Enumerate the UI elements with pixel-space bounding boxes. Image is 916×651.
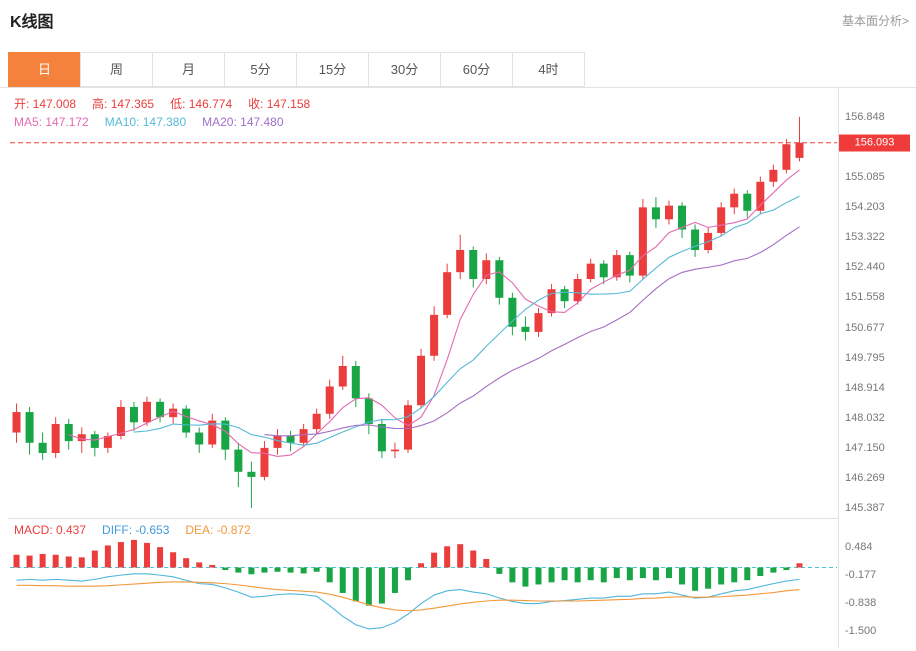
tab-日[interactable]: 日	[8, 52, 81, 87]
price-axis-label: 155.085	[845, 171, 885, 184]
page-title: K线图	[10, 14, 54, 31]
interval-tabbar: 日周月 5分 15分 30分 60分 4时	[0, 52, 916, 88]
legend-dea: DEA: -0.872	[185, 523, 251, 537]
legend-ma5: MA5: 147.172	[14, 115, 89, 129]
macd-legend: MACD: 0.437 DIFF: -0.653 DEA: -0.872	[14, 523, 267, 537]
ohlc-legend: 开: 147.008 高: 147.365 低: 146.774 收: 147.158	[14, 95, 326, 112]
legend-macd: MACD: 0.437	[14, 523, 87, 537]
price-axis-label: 154.203	[845, 201, 885, 214]
price-axis-label: 153.322	[845, 231, 885, 244]
legend-open: 开: 147.008	[14, 97, 77, 111]
price-axis-label: 151.558	[845, 291, 885, 304]
legend-high: 高: 147.365	[92, 97, 155, 111]
current-price-label: 156.093	[839, 134, 910, 152]
legend-ma20: MA20: 147.480	[202, 115, 284, 129]
tab-4时[interactable]: 4时	[512, 52, 585, 87]
price-axis-label: 152.440	[845, 261, 885, 274]
macd-axis-label: -0.838	[845, 597, 877, 610]
tab-周[interactable]: 周	[80, 52, 153, 87]
price-axis-label: 145.387	[845, 502, 885, 515]
tab-5分[interactable]: 5分	[224, 52, 297, 87]
price-axis-label: 147.150	[845, 441, 885, 454]
legend-close: 收: 147.158	[248, 97, 311, 111]
price-axis-label: 149.795	[845, 351, 885, 364]
legend-ma10: MA10: 147.380	[104, 115, 187, 129]
tab-月[interactable]: 月	[152, 52, 225, 87]
ma-legend: MA5: 147.172 MA10: 147.380 MA20: 147.480	[14, 115, 300, 129]
price-axis-label: 148.914	[845, 381, 885, 394]
price-axis-label: 150.677	[845, 321, 885, 334]
macd-axis-label: 0.484	[845, 540, 873, 553]
price-axis-label: 148.032	[845, 411, 885, 424]
macd-axis-label: -1.500	[845, 625, 877, 638]
fundamental-analysis-link[interactable]: 基本面分析>	[841, 14, 909, 28]
price-axis-label: 146.269	[845, 471, 885, 484]
legend-low: 低: 146.774	[170, 97, 233, 111]
legend-diff: DIFF: -0.653	[102, 523, 170, 537]
price-axis-label: 156.848	[845, 111, 885, 123]
macd-axis-label: -0.177	[845, 569, 877, 581]
tab-60分[interactable]: 60分	[440, 52, 513, 87]
tab-15分[interactable]: 15分	[296, 52, 369, 87]
tab-30分[interactable]: 30分	[368, 52, 441, 87]
